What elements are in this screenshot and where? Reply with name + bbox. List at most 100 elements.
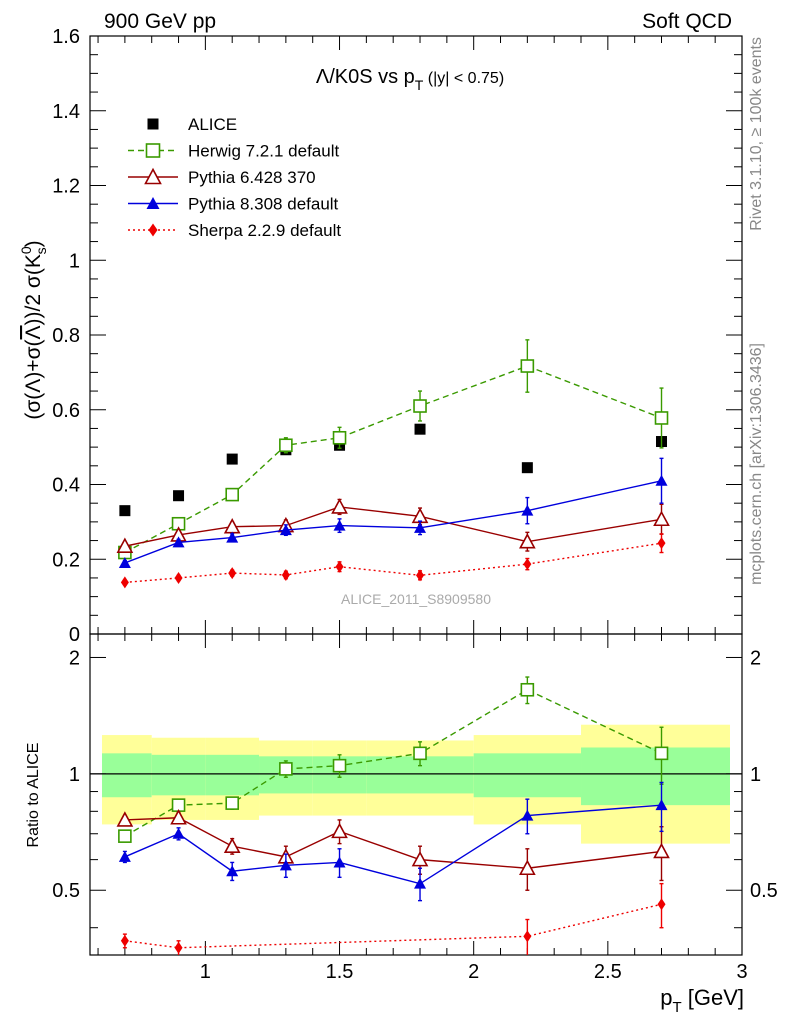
- data-point: [144, 167, 162, 185]
- series-line: [124, 365, 662, 554]
- data-point: [335, 560, 344, 573]
- data-point: [226, 531, 239, 543]
- collision-label: 900 GeV pp: [104, 10, 216, 33]
- data-point: [279, 859, 292, 871]
- y-tick-label: 1.2: [52, 176, 80, 198]
- data-point: [172, 827, 185, 839]
- ratio-band-green: [473, 753, 582, 798]
- data-point: [279, 438, 293, 453]
- ratio-y-tick-label: 1: [69, 764, 80, 786]
- y-axis-ticks: 0 0.2 0.4 0.6 0.8 1 1.2 1.4 1.6: [52, 26, 742, 646]
- data-point: [331, 822, 348, 839]
- data-point: [116, 537, 134, 553]
- ratio-y-tick-label: 1: [750, 764, 761, 786]
- data-point: [519, 859, 536, 876]
- data-point: [226, 453, 238, 465]
- mcplots-label: mcplots.cern.ch [arXiv:1306.3436]: [748, 343, 765, 585]
- legend-label: Herwig 7.2.1 default: [188, 142, 339, 161]
- data-point: [414, 423, 426, 435]
- data-point: [147, 118, 159, 130]
- series-line: [124, 480, 662, 564]
- series-alice: [119, 423, 668, 517]
- y-tick-label: 0.2: [52, 549, 80, 571]
- series-pythia-8-308-default: [118, 457, 668, 568]
- y-tick-label: 0: [69, 624, 80, 646]
- legend-label: Sherpa 2.2.9 default: [188, 221, 341, 240]
- ratio-band-green: [102, 753, 152, 798]
- series-sherpa-2-2-9-default-ratio: [120, 882, 666, 955]
- data-point: [226, 865, 239, 877]
- y-tick-label: 1.4: [52, 101, 80, 123]
- data-point: [116, 811, 134, 827]
- data-point: [225, 487, 240, 502]
- ratio-y-axis-label: Ratio to ALICE: [25, 743, 42, 848]
- ratio-y-tick-label: 0.5: [750, 880, 778, 902]
- x-axis-label: pT [GeV]: [660, 985, 744, 1016]
- data-point: [332, 430, 347, 445]
- data-point: [414, 521, 427, 533]
- series-herwig-7-2-1-default-ratio: [118, 676, 669, 843]
- legend-item: Herwig 7.2.1 default: [128, 142, 339, 161]
- data-point: [174, 571, 183, 584]
- x-tick-label: 2: [468, 961, 479, 983]
- data-point: [225, 796, 240, 810]
- data-point: [279, 762, 293, 776]
- ratio-panel: 1 1.5 2 2.5 3 0.5 0.5 1 1 2 2: [52, 36, 778, 983]
- series-line: [124, 817, 662, 869]
- data-point: [523, 930, 532, 943]
- ratio-band-green: [151, 754, 206, 796]
- y-tick-label: 0.6: [52, 400, 80, 422]
- data-point: [655, 799, 668, 811]
- legend-item: Pythia 6.428 370: [128, 167, 316, 187]
- x-tick-label: 1.5: [326, 961, 354, 983]
- ratio-y-ticks: 0.5 0.5 1 1 2 2: [52, 647, 778, 929]
- y-tick-label: 1: [69, 250, 80, 272]
- x-tick-label: 3: [736, 961, 747, 983]
- data-point: [118, 850, 131, 862]
- data-point: [173, 490, 185, 502]
- svg-text:(σ(Λ)+σ(Λ))/2 σ(K0s): (σ(Λ)+σ(Λ))/2 σ(K0s): [18, 240, 49, 419]
- series-sherpa-2-2-9-default: [120, 533, 666, 589]
- analysis-watermark: ALICE_2011_S8909580: [341, 591, 491, 607]
- legend-item: ALICE: [147, 115, 237, 134]
- legend-item: Pythia 8.308 default: [128, 195, 339, 214]
- data-point: [653, 842, 670, 859]
- series-line: [124, 688, 662, 837]
- series-line: [124, 506, 662, 547]
- data-point: [223, 837, 241, 853]
- ratio-y-tick-label: 2: [750, 647, 761, 669]
- plot-title: Λ/K0S vs pT (|y| < 0.75): [316, 66, 504, 93]
- data-point: [118, 556, 131, 568]
- process-label: Soft QCD: [642, 10, 732, 33]
- y-tick-label: 0.8: [52, 325, 80, 347]
- data-point: [228, 567, 237, 580]
- data-point: [172, 536, 185, 548]
- data-point: [520, 682, 535, 697]
- data-point: [332, 758, 347, 773]
- data-point: [331, 498, 348, 514]
- data-point: [657, 898, 666, 911]
- ratio-frame: [89, 633, 743, 956]
- data-point: [521, 504, 534, 516]
- y-axis-label: (σ(Λ)+σ(Λ))/2 σ(K0s): [18, 240, 49, 419]
- data-point: [521, 809, 534, 821]
- data-point: [145, 143, 161, 158]
- series-pythia-8-308-default-ratio: [118, 781, 668, 902]
- data-point: [333, 856, 346, 868]
- data-point: [281, 568, 290, 581]
- data-point: [120, 934, 129, 947]
- legend-label: Pythia 8.308 default: [188, 195, 339, 214]
- ratio-y-tick-label: 0.5: [52, 880, 80, 902]
- ratio-band-green: [205, 754, 260, 796]
- data-point: [146, 197, 160, 209]
- x-tick-label: 2.5: [594, 961, 622, 983]
- legend-label: ALICE: [188, 115, 237, 134]
- data-point: [655, 474, 668, 486]
- data-point: [523, 558, 532, 571]
- series-line: [124, 542, 662, 584]
- data-point: [279, 524, 292, 536]
- rivet-label: Rivet 3.1.10, ≥ 100k events: [748, 37, 765, 231]
- y-tick-label: 0.4: [52, 475, 80, 497]
- series-pythia-6-428-370: [116, 498, 670, 553]
- series-line: [124, 804, 662, 885]
